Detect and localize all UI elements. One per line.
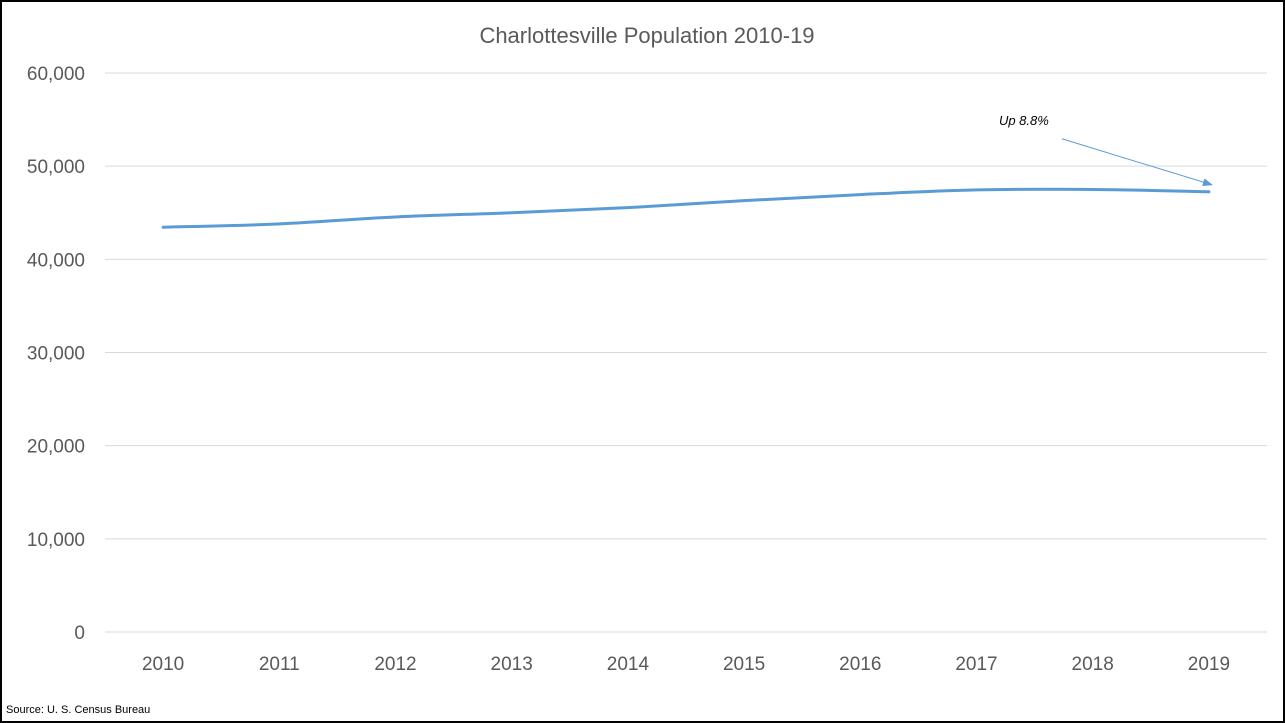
x-tick-label: 2019 <box>1188 654 1230 675</box>
y-tick-label: 10,000 <box>27 530 85 551</box>
y-tick-label: 40,000 <box>27 250 85 271</box>
gridlines <box>105 72 1267 633</box>
y-tick-label: 20,000 <box>27 437 85 458</box>
y-tick-label: 30,000 <box>27 344 85 365</box>
y-tick-label: 50,000 <box>27 157 85 178</box>
y-axis-tick-labels: 0 10,000 20,000 30,000 40,000 50,000 60,000 <box>27 64 85 644</box>
series-line <box>161 187 1211 229</box>
series-group <box>161 187 1211 229</box>
x-tick-label: 2016 <box>839 654 881 675</box>
chart-title: Charlottesville Population 2010-19 <box>479 23 814 48</box>
x-axis-tick-labels: 2010 2011 2012 2013 2014 2015 2016 2017 2018 2019 <box>142 654 1230 675</box>
annotation-label: Up 8.8% <box>999 113 1049 128</box>
x-tick-label: 2011 <box>259 654 300 675</box>
x-tick-label: 2013 <box>491 654 533 675</box>
annotation-group: Up 8.8% <box>999 113 1213 186</box>
x-tick-label: 2017 <box>955 654 997 675</box>
y-tick-label: 0 <box>74 623 85 644</box>
x-tick-label: 2015 <box>723 654 765 675</box>
source-note: Source: U. S. Census Bureau <box>6 704 150 716</box>
y-tick-label: 60,000 <box>27 64 85 85</box>
annotation-arrow <box>1061 138 1213 186</box>
x-tick-label: 2018 <box>1072 654 1114 675</box>
x-tick-label: 2012 <box>374 654 416 675</box>
x-tick-label: 2014 <box>607 654 650 675</box>
x-tick-label: 2010 <box>142 654 184 675</box>
